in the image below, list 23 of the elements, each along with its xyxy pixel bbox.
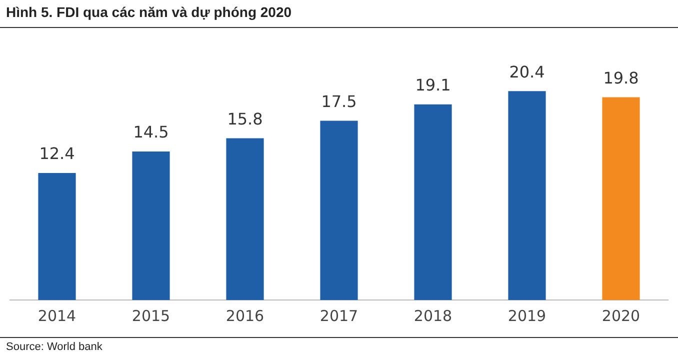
x-tick-label: 2017	[320, 306, 358, 325]
chart-title: Hình 5. FDI qua các năm và dự phóng 2020	[6, 4, 292, 20]
data-label: 19.8	[603, 68, 639, 88]
x-tick-label: 2015	[132, 306, 170, 325]
x-tick-label: 2020	[602, 306, 640, 325]
x-tick-label: 2016	[226, 306, 264, 325]
data-label: 19.1	[415, 76, 451, 95]
x-tick-label: 2019	[508, 306, 546, 325]
bar	[132, 152, 170, 300]
bar	[38, 173, 76, 300]
bar	[508, 91, 546, 300]
bar	[602, 97, 640, 300]
data-label: 14.5	[133, 122, 169, 142]
data-label: 12.4	[39, 144, 75, 164]
x-tick-label: 2018	[414, 306, 452, 325]
bar	[414, 104, 452, 300]
data-label: 20.4	[509, 62, 545, 82]
data-label: 15.8	[227, 109, 263, 128]
data-label: 17.5	[321, 92, 357, 111]
bar	[226, 138, 264, 300]
bar	[320, 120, 358, 300]
source-note: Source: World bank	[6, 341, 102, 353]
x-tick-label: 2014	[38, 306, 76, 325]
